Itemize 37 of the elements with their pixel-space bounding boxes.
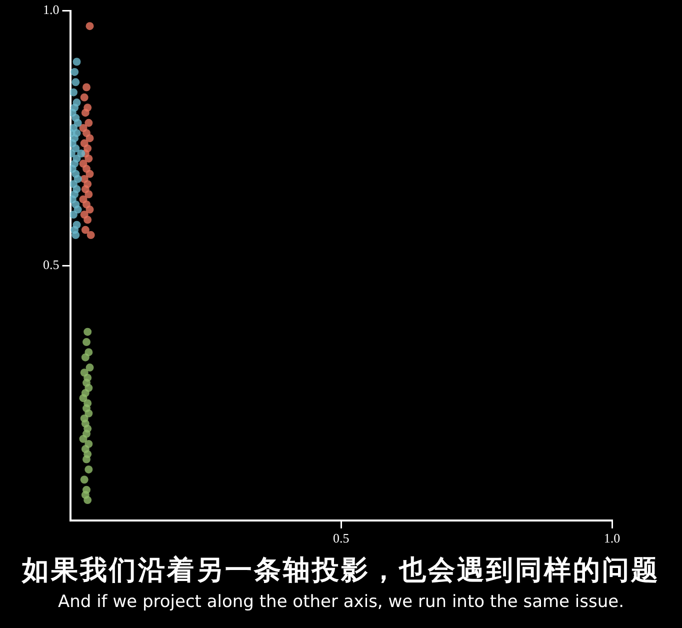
text: And if we project along the other axis, we run into the same issue. bbox=[56, 591, 625, 614]
point bbox=[86, 364, 94, 372]
point bbox=[86, 231, 95, 240]
point bbox=[86, 170, 94, 178]
point bbox=[86, 134, 94, 142]
point bbox=[82, 338, 91, 346]
point bbox=[79, 394, 88, 402]
point bbox=[79, 434, 88, 443]
point bbox=[84, 328, 92, 336]
point bbox=[70, 210, 78, 219]
point bbox=[72, 231, 80, 240]
point bbox=[82, 83, 91, 92]
point bbox=[84, 154, 93, 163]
point bbox=[81, 353, 90, 362]
point bbox=[84, 409, 93, 418]
point bbox=[82, 455, 91, 464]
point bbox=[80, 93, 88, 102]
point bbox=[74, 174, 82, 183]
point bbox=[81, 226, 90, 234]
point bbox=[70, 68, 79, 76]
point bbox=[72, 78, 80, 86]
point bbox=[84, 216, 92, 224]
point bbox=[72, 58, 81, 66]
point bbox=[84, 496, 92, 504]
text: 如果我们沿着另一条轴投影，也会遇到同样的问题 bbox=[20, 554, 661, 588]
point bbox=[74, 118, 82, 127]
point bbox=[81, 108, 90, 117]
point bbox=[74, 206, 82, 214]
point bbox=[84, 465, 93, 474]
point bbox=[80, 476, 88, 484]
point bbox=[86, 206, 94, 214]
point bbox=[72, 144, 80, 152]
point bbox=[77, 149, 86, 158]
point bbox=[70, 88, 78, 96]
point bbox=[84, 190, 93, 198]
point bbox=[84, 118, 93, 127]
point bbox=[86, 22, 94, 30]
